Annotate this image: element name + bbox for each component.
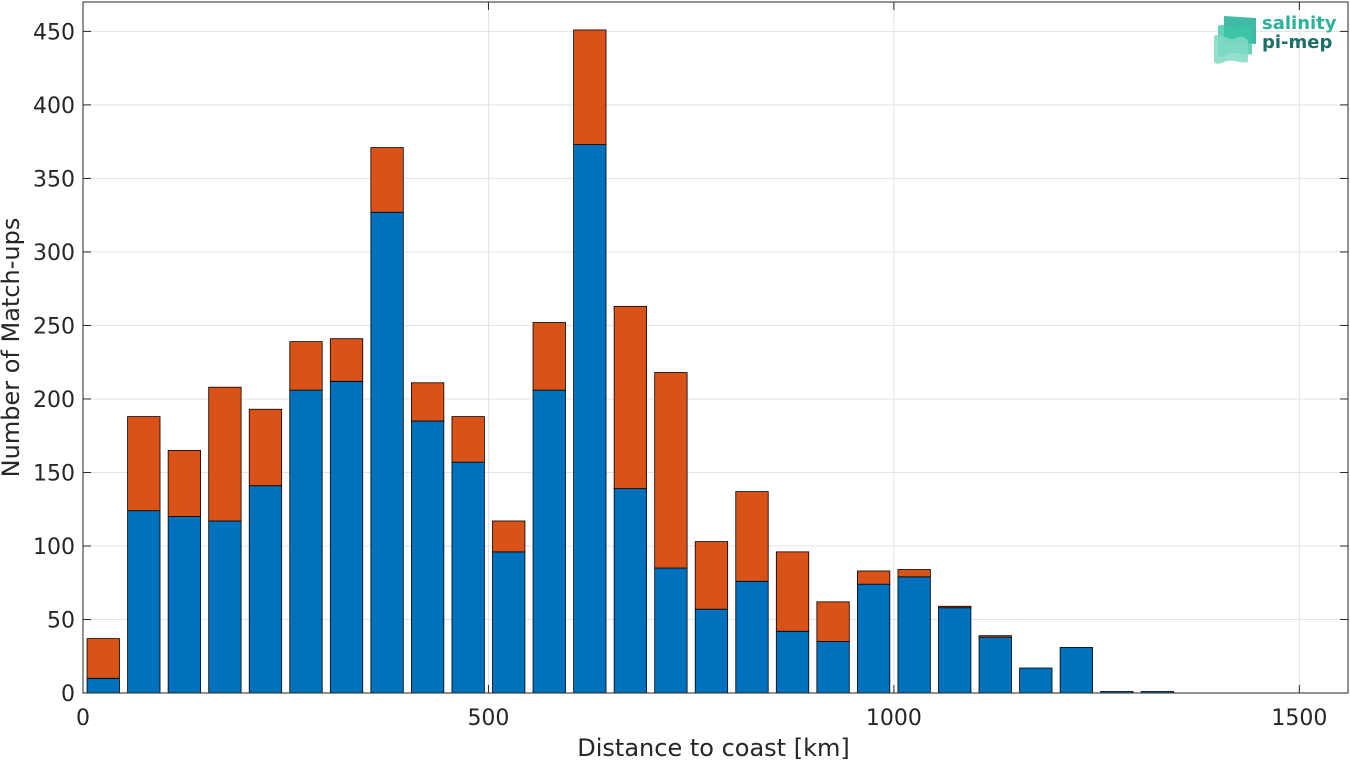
bar-series2 (167, 450, 201, 517)
bar-series1 (938, 607, 972, 694)
y-tick-label: 200 (33, 388, 75, 413)
bar-series1 (411, 420, 445, 694)
bar-series2 (86, 638, 120, 679)
bar-series1 (329, 380, 364, 694)
bar-series1 (816, 641, 850, 694)
x-axis-label: Distance to coast [km] (577, 734, 849, 761)
bar-series1 (613, 488, 647, 694)
bar-series1 (978, 636, 1012, 694)
bar-series2 (775, 551, 810, 632)
y-tick-label: 0 (61, 682, 75, 707)
bar-series2 (208, 386, 242, 522)
bar-series2 (978, 635, 1012, 638)
bar-series2 (492, 520, 526, 553)
bar-series1 (451, 461, 485, 694)
x-tick-label: 1500 (1271, 706, 1327, 731)
x-tick-label: 0 (76, 706, 90, 731)
bar-series1 (370, 211, 404, 694)
y-tick-label: 100 (33, 535, 75, 560)
plot-frame (82, 1, 1349, 694)
bar-series2 (613, 305, 647, 490)
bar-series1 (167, 516, 201, 694)
y-tick-label: 400 (33, 94, 75, 119)
bar-series2 (329, 338, 364, 382)
bar-series2 (897, 569, 931, 578)
bar-series2 (654, 372, 688, 569)
x-tick-label: 1000 (866, 706, 922, 731)
bar-series1 (248, 485, 283, 694)
bar-series1 (532, 389, 566, 694)
logo-wordmark: salinity pi-mep (1262, 14, 1337, 52)
bar-series1 (897, 576, 931, 694)
y-tick-label: 350 (33, 167, 75, 192)
salinity-pi-mep-logo: salinity pi-mep (1212, 14, 1342, 66)
y-tick-label: 450 (33, 20, 75, 45)
bar-series1 (289, 389, 323, 694)
bar-series2 (370, 147, 404, 213)
bar-series1 (86, 677, 120, 694)
bar-series2 (289, 341, 323, 391)
bar-series1 (492, 551, 526, 694)
bar-series2 (248, 408, 283, 487)
wave-icon (1214, 16, 1256, 64)
bar-series2 (411, 382, 445, 422)
bar-series2 (573, 29, 607, 146)
x-tick-label: 500 (467, 706, 509, 731)
bar-series2 (735, 491, 769, 582)
bar-series1 (735, 580, 769, 694)
bar-series2 (816, 601, 850, 642)
y-tick-label: 300 (33, 241, 75, 266)
y-axis-label: Number of Match-ups (0, 218, 25, 478)
bar-series2 (451, 416, 485, 463)
y-tick-label: 150 (33, 461, 75, 486)
bar-series2 (857, 570, 891, 585)
bar-series1 (1059, 647, 1093, 694)
bar-series1 (857, 583, 891, 694)
y-tick-label: 50 (47, 608, 75, 633)
y-tick-label: 250 (33, 314, 75, 339)
logo-line-pimep: pi-mep (1262, 32, 1333, 53)
bar-series1 (127, 510, 161, 694)
bar-series1 (573, 144, 607, 694)
bar-series1 (775, 630, 810, 694)
bar-series1 (654, 567, 688, 694)
bar-series2 (127, 416, 161, 512)
bar-series2 (532, 322, 566, 391)
bar-series1 (694, 608, 729, 694)
bar-series1 (1019, 667, 1053, 694)
logo-line-salinity: salinity (1262, 13, 1337, 34)
bar-series2 (938, 605, 972, 609)
bar-series1 (208, 520, 242, 694)
bar-series2 (694, 541, 729, 610)
